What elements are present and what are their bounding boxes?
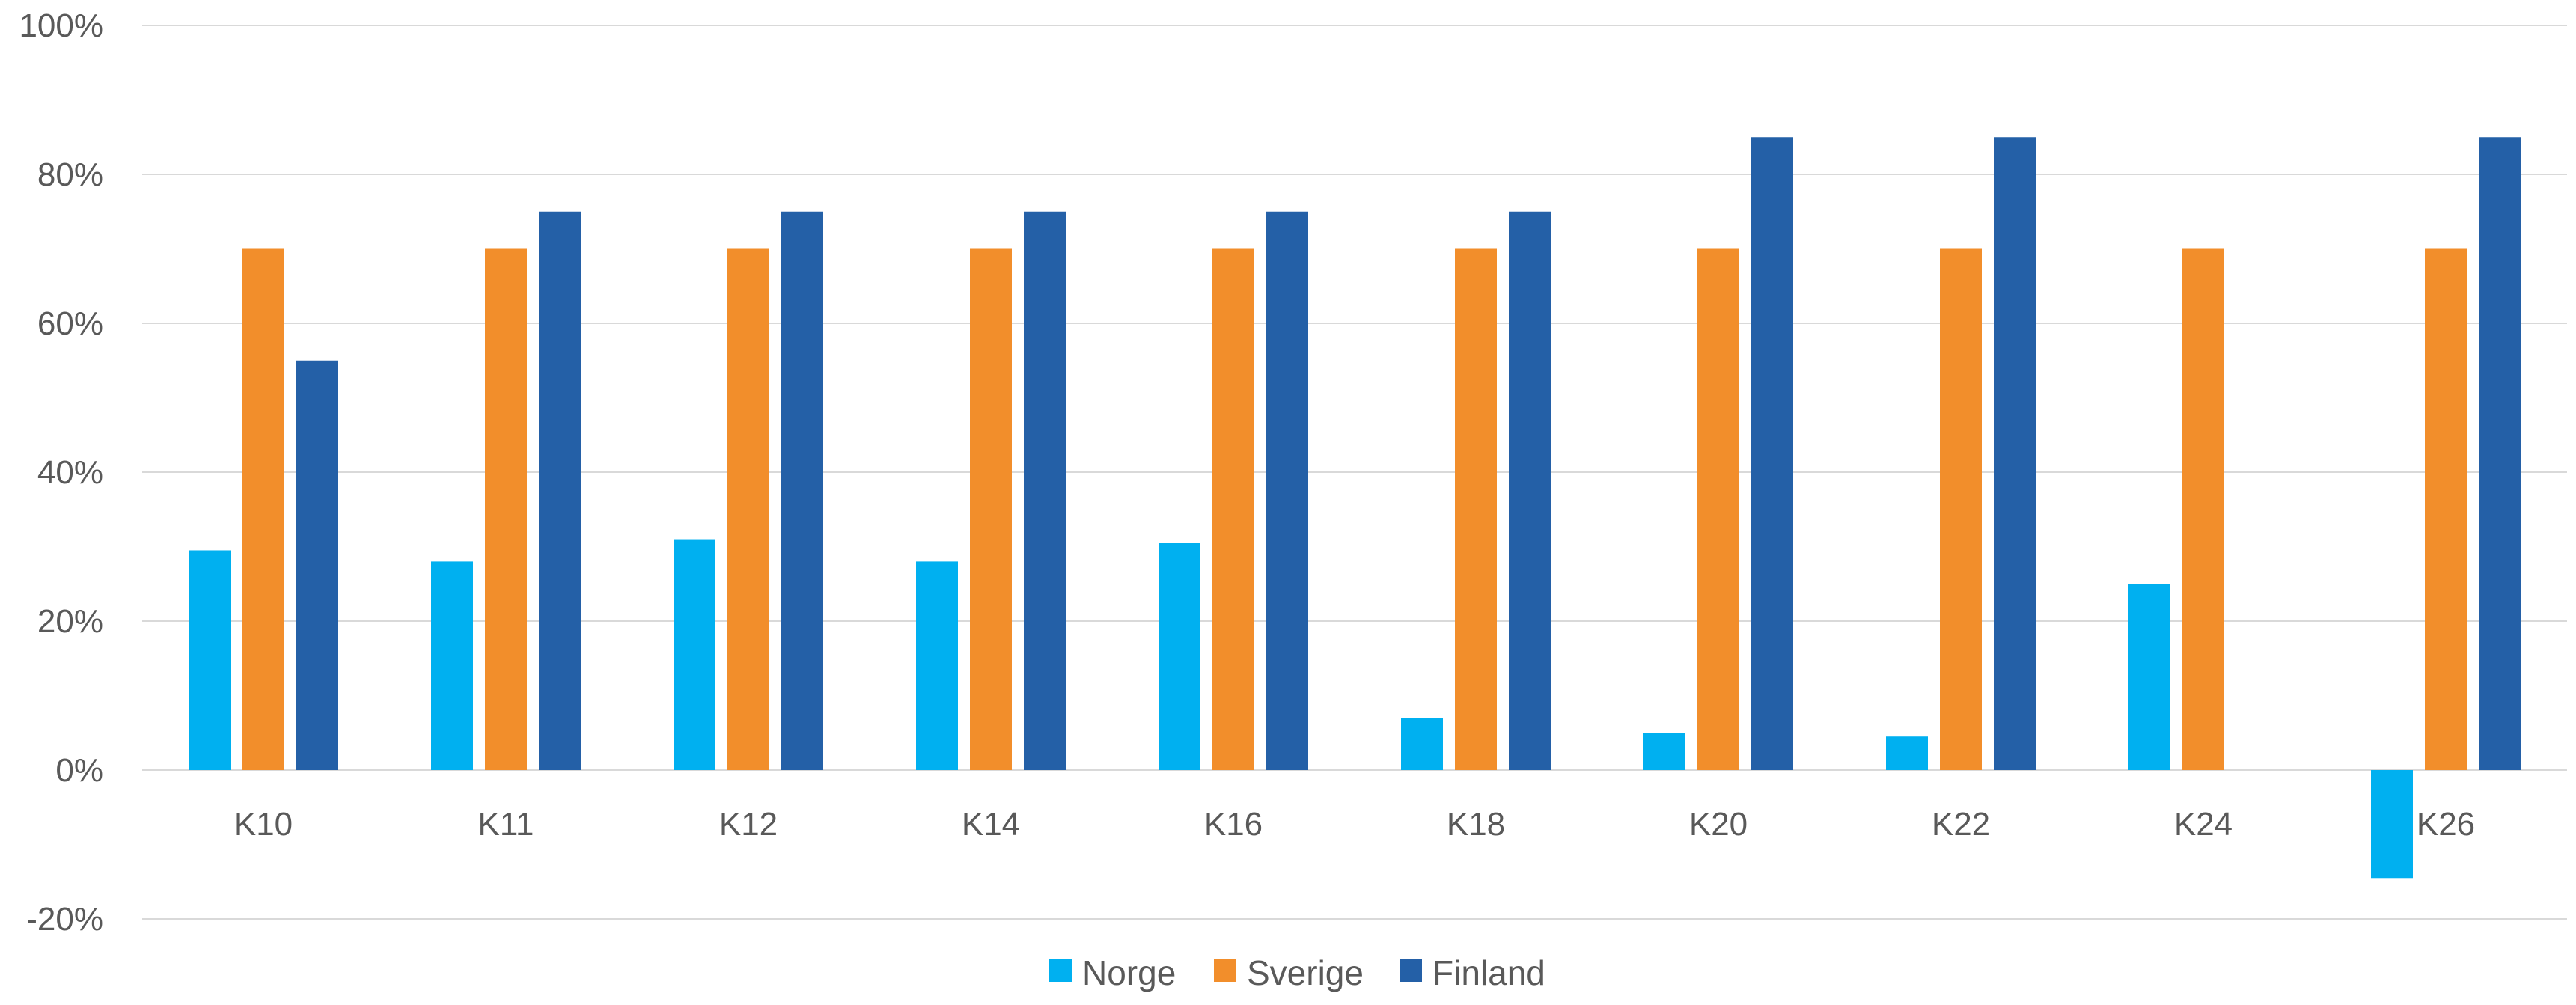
bar-finland-k12: [781, 211, 823, 770]
x-axis-category-labels: K10 K11 K12 K14 K16 K18 K20 K22 K24 K26: [234, 806, 2475, 843]
legend: Norge Sverige Finland: [1049, 953, 1545, 992]
legend-label-finland: Finland: [1432, 953, 1545, 992]
legend-swatch-norge: [1049, 959, 1072, 982]
bar-norge-k10: [189, 550, 231, 770]
x-category-label: K26: [2417, 806, 2475, 843]
bar-finland-k14: [1024, 211, 1066, 770]
bar-sverige-k11: [485, 248, 527, 770]
bar-norge-k16: [1159, 543, 1200, 770]
y-tick-label: 100%: [19, 7, 103, 44]
bar-sverige-k18: [1455, 248, 1497, 770]
x-category-label: K18: [1447, 806, 1505, 843]
x-category-label: K12: [719, 806, 778, 843]
y-tick-label: 40%: [37, 454, 103, 491]
bar-sverige-k20: [1697, 248, 1739, 770]
bar-finland-k18: [1509, 211, 1551, 770]
bar-finland-k10: [296, 360, 338, 770]
bar-finland-k26: [2479, 137, 2521, 770]
bar-sverige-k12: [727, 248, 769, 770]
bar-norge-k26: [2371, 770, 2413, 879]
y-tick-label: 0%: [55, 752, 103, 789]
legend-label-norge: Norge: [1082, 953, 1176, 992]
bar-sverige-k22: [1940, 248, 1982, 770]
bar-sverige-k26: [2425, 248, 2467, 770]
x-category-label: K24: [2174, 806, 2232, 843]
y-axis-tick-labels: -20% 0% 20% 40% 60% 80% 100%: [19, 7, 103, 938]
bar-sverige-k14: [970, 248, 1012, 770]
bar-norge-k12: [674, 539, 715, 770]
bar-finland-k22: [1994, 137, 2036, 770]
x-category-label: K22: [1932, 806, 1990, 843]
bar-norge-k14: [916, 561, 958, 770]
bar-finland-k20: [1751, 137, 1793, 770]
bar-finland-k16: [1266, 211, 1308, 770]
y-tick-label: 60%: [37, 305, 103, 342]
bar-sverige-k16: [1212, 248, 1254, 770]
x-category-label: K16: [1204, 806, 1263, 843]
bar-sverige-k24: [2182, 248, 2224, 770]
y-tick-label: -20%: [26, 901, 103, 938]
x-category-label: K11: [477, 806, 534, 843]
x-category-label: K10: [234, 806, 293, 843]
legend-swatch-sverige: [1214, 959, 1236, 982]
bar-norge-k24: [2128, 584, 2170, 770]
x-category-label: K14: [962, 806, 1020, 843]
bar-finland-k11: [539, 211, 581, 770]
y-tick-label: 80%: [37, 156, 103, 193]
legend-swatch-finland: [1400, 959, 1422, 982]
bars: [189, 137, 2521, 879]
legend-label-sverige: Sverige: [1247, 953, 1364, 992]
x-category-label: K20: [1689, 806, 1748, 843]
bar-norge-k11: [431, 561, 473, 770]
bar-norge-k22: [1886, 736, 1928, 770]
bar-norge-k20: [1643, 733, 1685, 770]
y-tick-label: 20%: [37, 603, 103, 640]
bar-norge-k18: [1401, 718, 1443, 770]
bar-sverige-k10: [242, 248, 284, 770]
